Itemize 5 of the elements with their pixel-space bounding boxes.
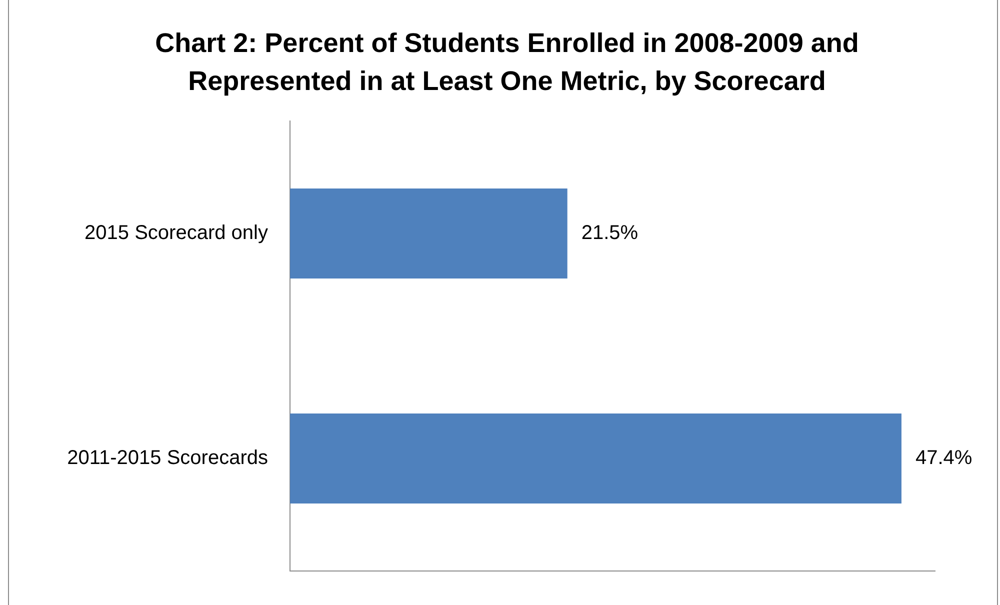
chart-title: Chart 2: Percent of Students Enrolled in 2008-2009 and Represented in at Least One Metric, by Scorecard [154, 27, 860, 98]
y-tick-label: 2015 Scorecard only [84, 222, 268, 244]
data-label: 47.4% [915, 447, 972, 470]
data-label: 21.5% [581, 222, 638, 244]
y-tick-label: 2011-2015 Scorecards [67, 447, 268, 470]
